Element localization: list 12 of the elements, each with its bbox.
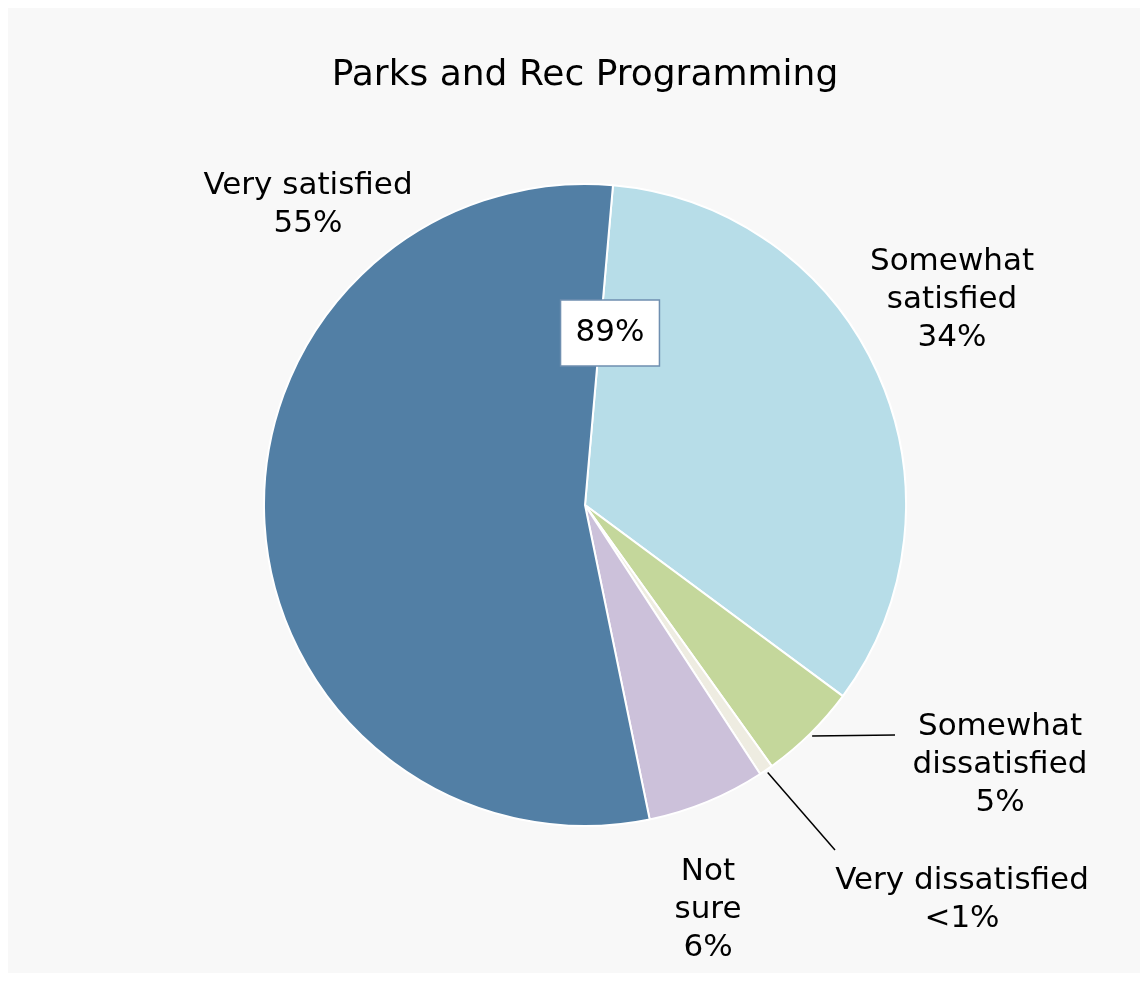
slice-label: Very dissatisfied bbox=[835, 860, 1089, 897]
data-label: 6% bbox=[683, 927, 733, 964]
slice-label: Not sure bbox=[674, 851, 742, 926]
data-label: 34% bbox=[917, 317, 987, 354]
data-label: 55% bbox=[273, 203, 343, 240]
data-label: 5% bbox=[975, 782, 1025, 819]
data-label: <1% bbox=[924, 898, 1000, 935]
slice-label: Very satisfied bbox=[203, 165, 413, 202]
chart-title: Parks and Rec Programming bbox=[331, 52, 839, 94]
slice-label: Somewhat dissatisfied bbox=[912, 706, 1088, 781]
slice-label: Somewhat satisfied bbox=[869, 241, 1035, 316]
text: 89% bbox=[575, 312, 645, 349]
